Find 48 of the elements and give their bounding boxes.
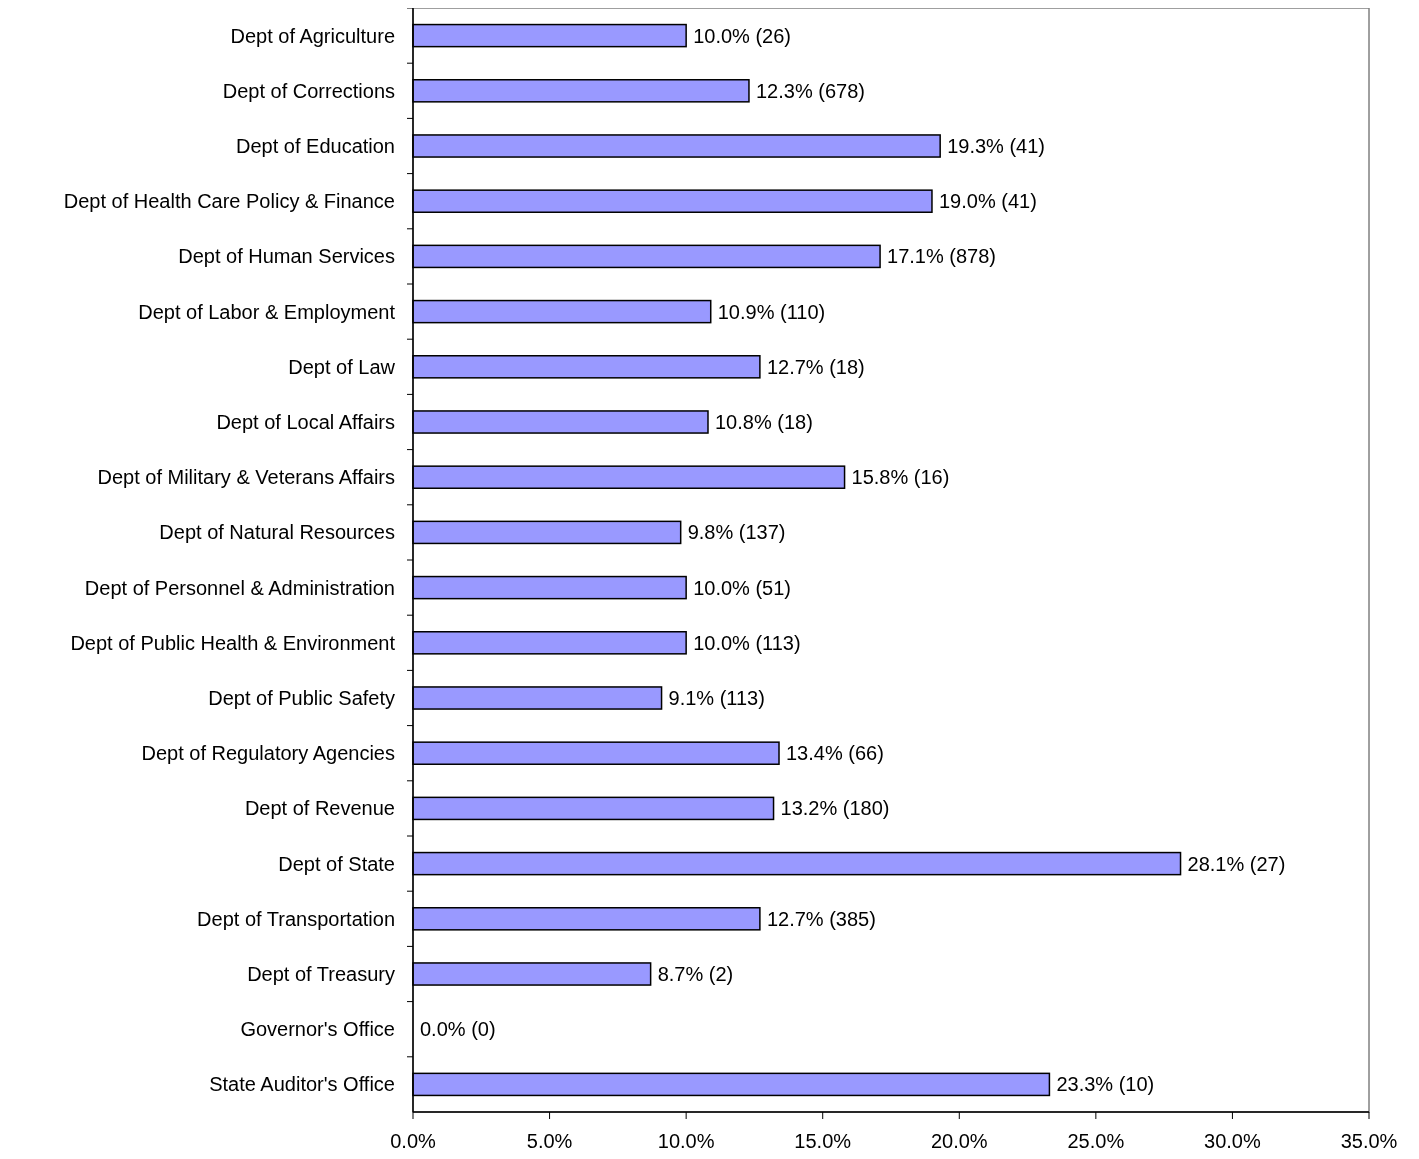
data-label: 13.2% (180)	[780, 797, 890, 820]
y-tick-label: Dept of Agriculture	[230, 24, 395, 47]
data-label: 15.8% (16)	[851, 466, 950, 489]
data-label: 10.0% (113)	[693, 631, 801, 654]
data-label: 19.3% (41)	[947, 135, 1046, 157]
y-tick-label: Dept of Public Safety	[208, 687, 395, 709]
data-label: 13.4% (66)	[786, 742, 884, 765]
x-tick-label: 35.0%	[1340, 1130, 1398, 1152]
data-label: 10.0% (51)	[693, 576, 791, 599]
data-label: 10.9% (110)	[717, 300, 826, 323]
y-tick-label: Dept of Health Care Policy & Finance	[63, 190, 395, 213]
data-label: 10.0% (26)	[693, 24, 791, 47]
y-tick-label: Dept of Treasury	[247, 963, 395, 985]
data-label: 17.1% (878)	[887, 245, 997, 268]
data-label: 0.0% (0)	[420, 1018, 496, 1041]
y-tick-label: Dept of Transportation	[197, 907, 395, 930]
y-tick-label: Dept of Education	[236, 135, 395, 157]
x-tick-label: 30.0%	[1204, 1130, 1261, 1152]
y-tick-label: Dept of Natural Resources	[159, 521, 395, 544]
data-label: 23.3% (10)	[1056, 1073, 1155, 1096]
y-tick-label: Dept of Regulatory Agencies	[141, 742, 395, 765]
y-tick-label: Dept of Human Services	[178, 245, 395, 268]
x-tick-label: 20.0%	[930, 1130, 988, 1152]
y-tick-label: Dept of Corrections	[222, 79, 395, 102]
y-tick-label: Dept of Personnel & Administration	[84, 576, 395, 599]
y-tick-label: Dept of Revenue	[244, 797, 395, 820]
data-label: 12.3% (678)	[755, 79, 865, 102]
y-tick-label: Governor's Office	[240, 1018, 395, 1041]
data-label: 9.8% (137)	[687, 521, 786, 544]
data-label: 19.0% (41)	[938, 190, 1037, 213]
data-label: 12.7% (385)	[766, 907, 876, 930]
y-tick-label: Dept of Law	[288, 355, 396, 378]
x-tick-label: 10.0%	[657, 1130, 715, 1152]
x-tick-label: 5.0%	[526, 1130, 573, 1152]
x-tick-label: 25.0%	[1067, 1130, 1125, 1152]
data-label: 10.8% (18)	[714, 411, 813, 433]
data-label: 28.1% (27)	[1187, 852, 1286, 875]
data-label: 8.7% (2)	[657, 963, 734, 985]
data-label: 12.7% (18)	[766, 355, 865, 378]
x-tick-label: 15.0%	[794, 1130, 852, 1152]
data-label: 9.1% (113)	[668, 687, 765, 709]
y-tick-label: State Auditor's Office	[209, 1073, 395, 1096]
y-tick-label: Dept of Public Health & Environment	[70, 631, 396, 654]
y-tick-label: Dept of Local Affairs	[216, 411, 395, 433]
x-tick-label: 0.0%	[390, 1130, 437, 1152]
y-tick-label: Dept of Military & Veterans Affairs	[97, 466, 395, 489]
y-tick-label: Dept of State	[278, 852, 395, 875]
y-tick-label: Dept of Labor & Employment	[138, 300, 396, 323]
